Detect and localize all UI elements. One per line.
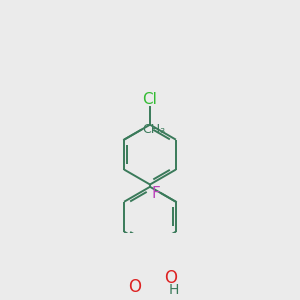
Text: F: F: [151, 186, 160, 201]
Text: O: O: [164, 269, 177, 287]
Text: H: H: [169, 283, 179, 297]
Text: O: O: [128, 278, 141, 296]
Text: Cl: Cl: [142, 92, 158, 107]
Text: CH₃: CH₃: [142, 123, 165, 136]
